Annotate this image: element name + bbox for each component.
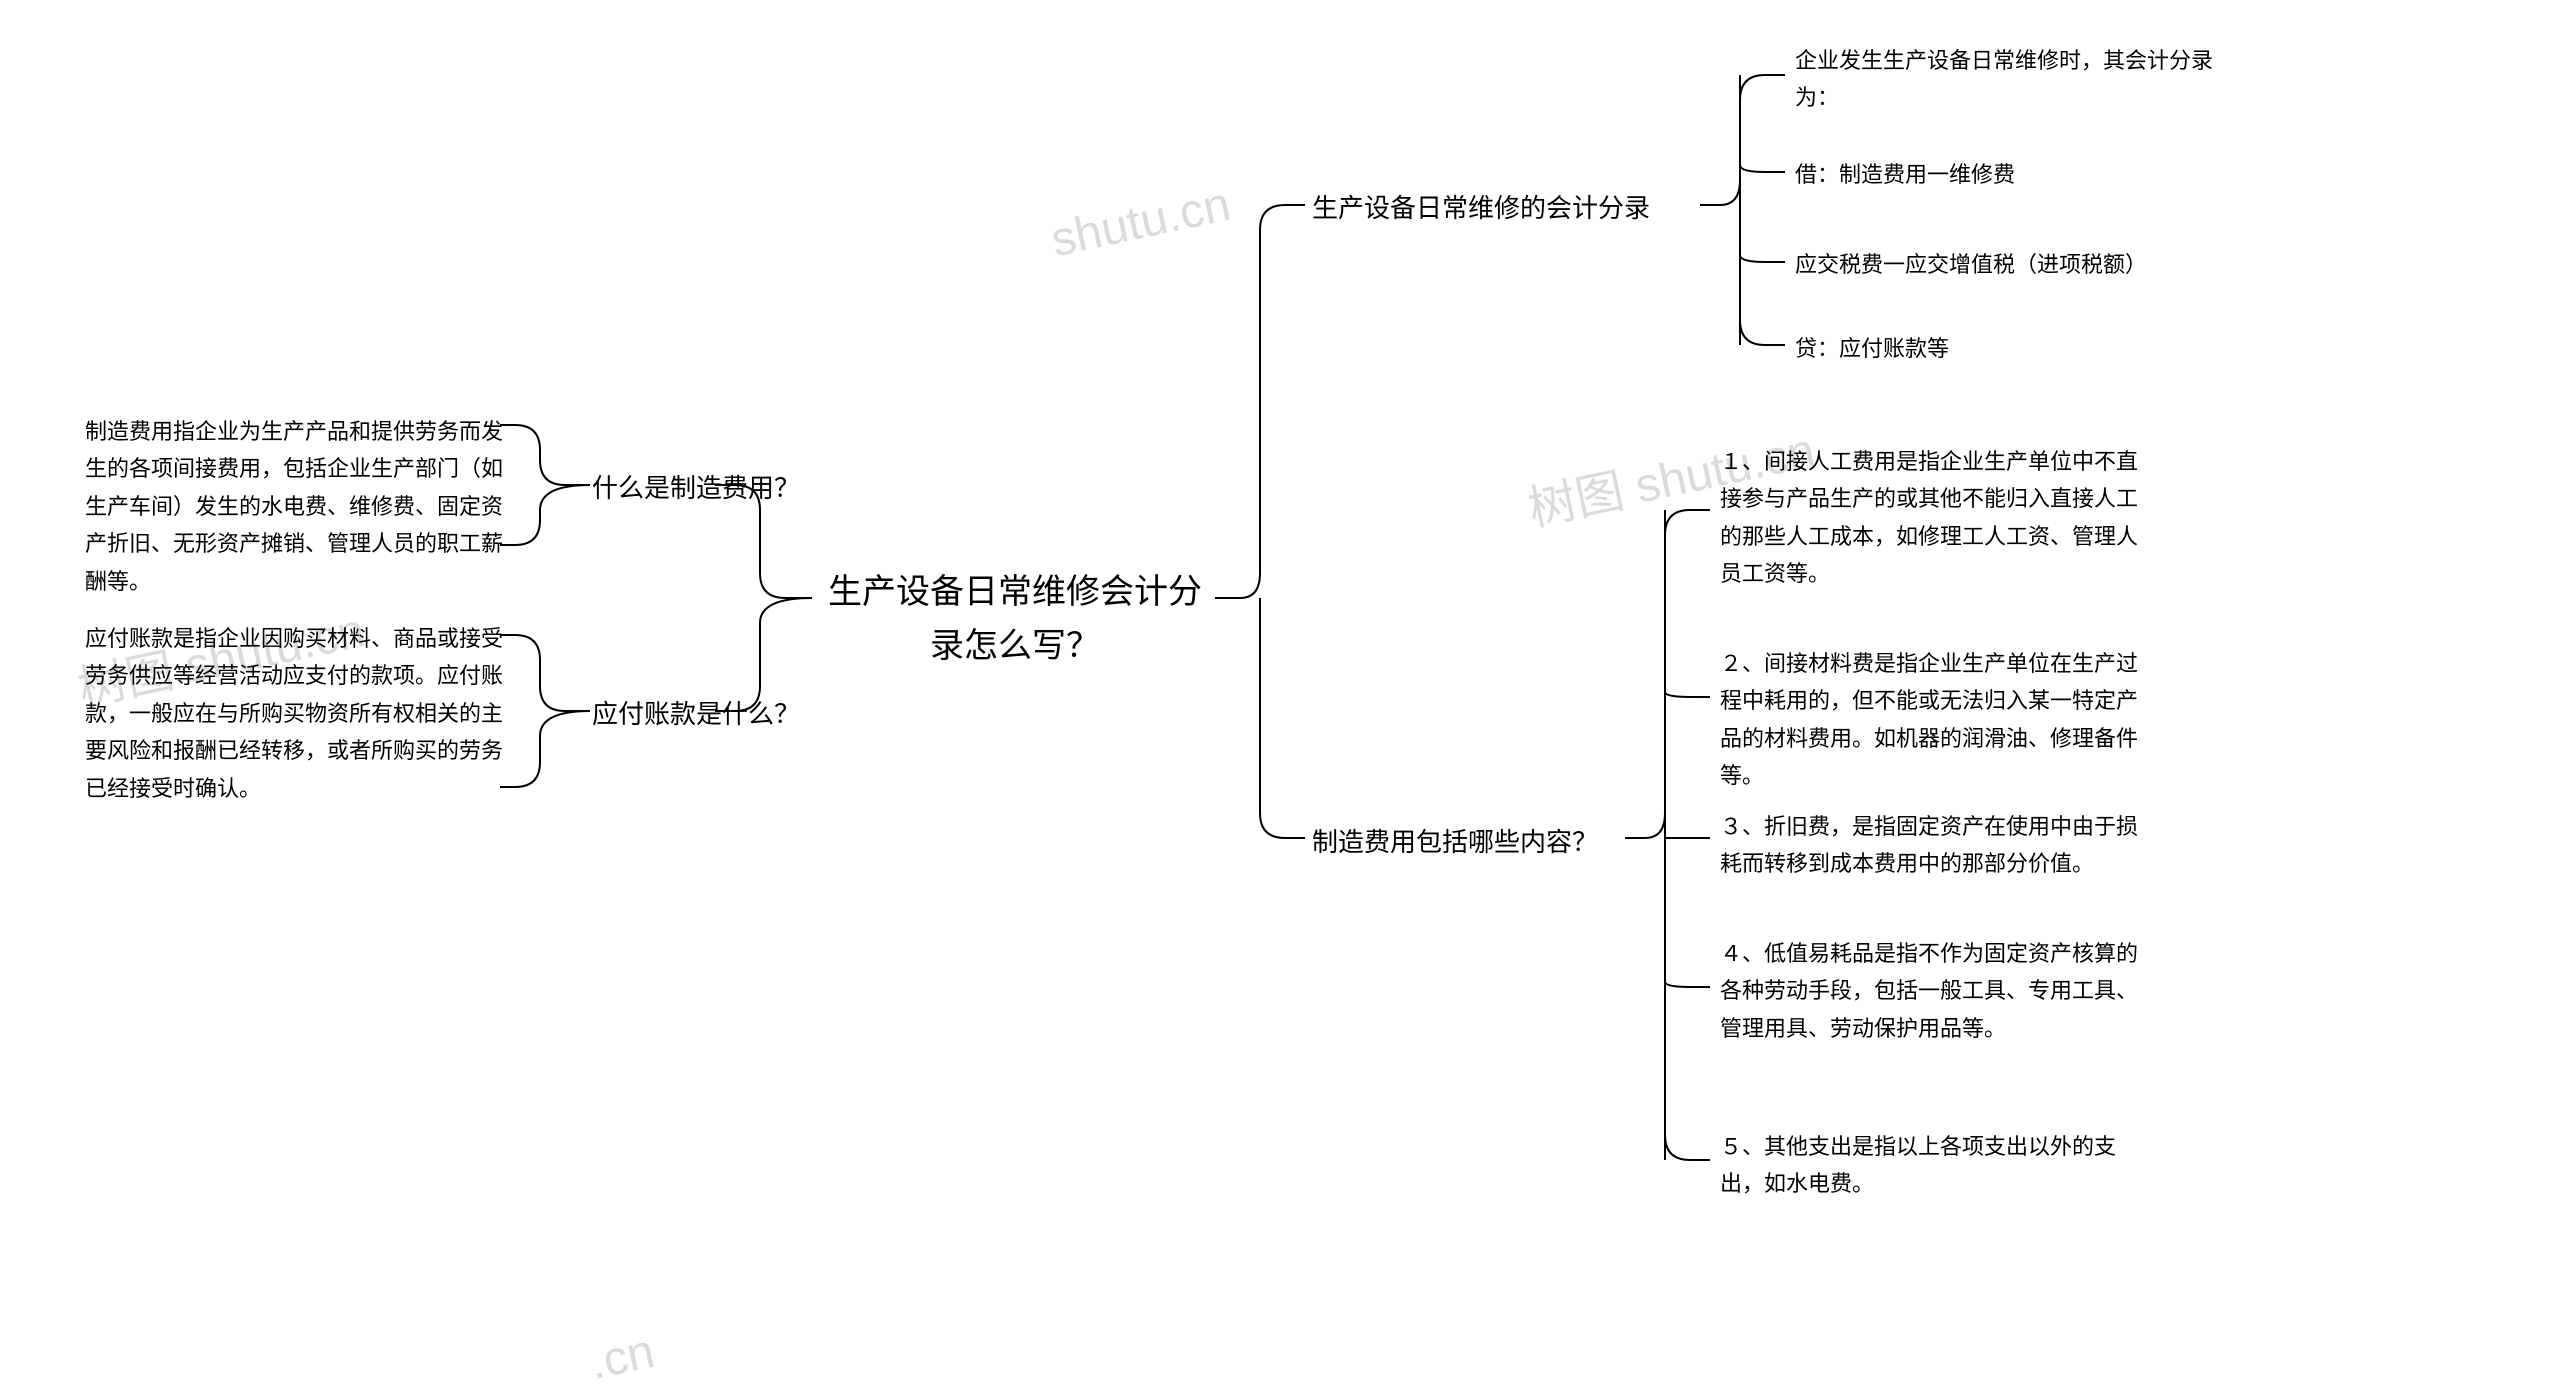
right-branch-cost-contents: 制造费用包括哪些内容？ — [1312, 822, 1598, 864]
branch-label: 什么是制造费用？ — [592, 473, 800, 503]
right-leaf-other-expenses: ５、其他支出是指以上各项支出以外的支出，如水电费。 — [1720, 1128, 2150, 1203]
left-branch-manufacturing-cost: 什么是制造费用？ — [592, 468, 800, 510]
right-leaf-entry-credit: 贷：应付账款等 — [1795, 330, 1949, 367]
right-leaf-entry-intro: 企业发生生产设备日常维修时，其会计分录为： — [1795, 42, 2225, 117]
leaf-text: 企业发生生产设备日常维修时，其会计分录为： — [1795, 48, 2213, 110]
leaf-text: ２、间接材料费是指企业生产单位在生产过程中耗用的，但不能或无法归入某一特定产品的… — [1720, 651, 2138, 788]
right-leaf-low-value-consumables: ４、低值易耗品是指不作为固定资产核算的各种劳动手段，包括一般工具、专用工具、管理… — [1720, 935, 2150, 1047]
watermark: shutu.cn — [1046, 177, 1235, 269]
leaf-text: 制造费用指企业为生产产品和提供劳务而发生的各项间接费用，包括企业生产部门（如生产… — [85, 419, 503, 594]
leaf-text: ５、其他支出是指以上各项支出以外的支出，如水电费。 — [1720, 1134, 2116, 1196]
branch-label: 应付账款是什么？ — [592, 699, 800, 729]
leaf-text: １、间接人工费用是指企业生产单位中不直接参与产品生产的或其他不能归入直接人工的那… — [1720, 449, 2138, 586]
right-leaf-entry-tax: 应交税费一应交增值税（进项税额） — [1795, 246, 2147, 283]
leaf-text: 应交税费一应交增值税（进项税额） — [1795, 252, 2147, 277]
root-label: 生产设备日常维修会计分录怎么写？ — [828, 573, 1202, 665]
leaf-text: ３、折旧费，是指固定资产在使用中由于损耗而转移到成本费用中的那部分价值。 — [1720, 814, 2138, 876]
branch-label: 生产设备日常维修的会计分录 — [1312, 193, 1650, 223]
leaf-text: 借：制造费用一维修费 — [1795, 162, 2015, 187]
watermark: .cn — [585, 1324, 659, 1391]
right-leaf-depreciation: ３、折旧费，是指固定资产在使用中由于损耗而转移到成本费用中的那部分价值。 — [1720, 808, 2150, 883]
leaf-text: 贷：应付账款等 — [1795, 336, 1949, 361]
left-branch-accounts-payable: 应付账款是什么？ — [592, 694, 800, 736]
branch-label: 制造费用包括哪些内容？ — [1312, 827, 1598, 857]
left-leaf-manufacturing-cost-def: 制造费用指企业为生产产品和提供劳务而发生的各项间接费用，包括企业生产部门（如生产… — [85, 413, 505, 600]
right-branch-journal-entry: 生产设备日常维修的会计分录 — [1312, 188, 1650, 230]
right-leaf-entry-debit: 借：制造费用一维修费 — [1795, 156, 2015, 193]
leaf-text: 应付账款是指企业因购买材料、商品或接受劳务供应等经营活动应支付的款项。应付账款，… — [85, 626, 503, 801]
right-leaf-indirect-labor: １、间接人工费用是指企业生产单位中不直接参与产品生产的或其他不能归入直接人工的那… — [1720, 443, 2150, 593]
leaf-text: ４、低值易耗品是指不作为固定资产核算的各种劳动手段，包括一般工具、专用工具、管理… — [1720, 941, 2138, 1041]
left-leaf-accounts-payable-def: 应付账款是指企业因购买材料、商品或接受劳务供应等经营活动应支付的款项。应付账款，… — [85, 620, 505, 807]
right-leaf-indirect-material: ２、间接材料费是指企业生产单位在生产过程中耗用的，但不能或无法归入某一特定产品的… — [1720, 645, 2150, 795]
root-node: 生产设备日常维修会计分录怎么写？ — [815, 565, 1215, 674]
